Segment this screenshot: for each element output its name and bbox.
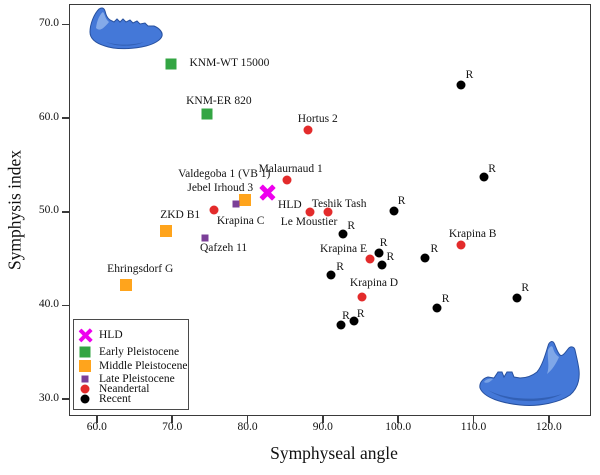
point-label: Le Moustier — [280, 215, 338, 228]
x-axis-tick-label: 100.0 — [385, 421, 412, 433]
point-label: Krapina E — [320, 242, 368, 255]
x-axis-tick — [96, 416, 98, 423]
point-krapina-e — [365, 254, 375, 264]
y-axis-tick-label: 40.0 — [38, 298, 59, 310]
point-krapina-b — [456, 240, 466, 250]
x-axis-tick — [171, 416, 173, 423]
point-label: R — [342, 310, 350, 323]
point-label: Valdegoba 1 (VB 1) — [178, 168, 271, 181]
point-label: R — [488, 163, 496, 176]
legend-item-label: HLD — [99, 329, 123, 341]
point-label: KNM-WT 15000 — [189, 56, 270, 69]
point-zkd-b1 — [160, 224, 173, 237]
point-malaurnaud-1 — [282, 175, 292, 185]
x-axis-tick — [322, 416, 324, 423]
x-axis-tick — [548, 416, 550, 423]
point-label: Hortus 2 — [297, 113, 338, 126]
point-label: R — [430, 242, 439, 255]
point-label: Krapina D — [349, 277, 399, 290]
x-axis-tick-label: 90.0 — [312, 421, 333, 433]
point-recent — [479, 172, 489, 182]
point-label: R — [356, 308, 365, 321]
point-valdegoba-1-vb-1- — [232, 200, 240, 208]
y-axis-tick — [62, 211, 69, 213]
point-knm-er-820 — [201, 108, 213, 120]
point-recent — [456, 80, 466, 90]
point-label: Krapina C — [216, 215, 265, 227]
y-axis-tick-label: 70.0 — [38, 17, 59, 30]
point-label: R — [397, 194, 406, 207]
point-knm-wt-15000 — [165, 58, 177, 70]
legend-item-label: Late Pleistocene — [99, 372, 175, 385]
point-label: R — [465, 69, 474, 82]
y-axis-title: Symphysis index — [4, 149, 25, 271]
legend-item-label: Middle Pleistocene — [99, 360, 188, 372]
y-axis-tick — [62, 304, 69, 307]
x-axis-tick-label: 60.0 — [86, 421, 107, 433]
point-ehringsdorf-g — [120, 278, 133, 291]
y-axis-tick — [62, 117, 69, 120]
mandible-image-top-left — [89, 7, 163, 50]
point-hld — [259, 184, 276, 201]
mandible-image-bottom-right — [479, 341, 580, 406]
point-qafzeh-11 — [201, 234, 209, 242]
x-axis-tick-label: 120.0 — [535, 421, 562, 433]
point-label: Jebel Irhoud 3 — [187, 181, 254, 194]
point-label: Qafzeh 11 — [200, 242, 248, 255]
y-axis-tick-label: 50.0 — [38, 204, 59, 217]
point-teshik-tash — [323, 207, 333, 217]
point-label: Teshik Tash — [311, 197, 367, 210]
point-krapina-d — [357, 292, 367, 302]
point-label: R — [521, 282, 530, 295]
point-label: R — [336, 260, 344, 273]
y-axis-tick-label: 60.0 — [38, 110, 59, 123]
point-label: ZKD B1 — [160, 208, 201, 221]
point-label: R — [379, 237, 388, 250]
point-recent — [338, 229, 348, 239]
point-label: R — [347, 220, 356, 233]
y-axis-tick — [62, 23, 69, 26]
x-axis-tick — [472, 416, 475, 423]
x-axis-tick — [246, 416, 249, 423]
point-recent — [420, 253, 430, 263]
point-recent — [389, 206, 399, 216]
point-recent — [512, 293, 522, 303]
y-axis-tick-label: 30.0 — [38, 391, 59, 404]
point-label: R — [386, 251, 395, 264]
x-axis-tick — [397, 416, 399, 423]
point-label: KNM-ER 820 — [186, 95, 252, 108]
point-krapina-c — [209, 205, 219, 215]
point-recent — [326, 270, 336, 280]
point-hortus-2 — [303, 125, 313, 135]
point-label: Krapina B — [448, 227, 497, 240]
point-recent — [336, 320, 346, 330]
point-label: Ehringsdorf G — [107, 262, 174, 275]
point-label: Malaurnaud 1 — [258, 163, 323, 176]
y-axis-tick — [62, 398, 69, 400]
point-label: R — [441, 293, 450, 306]
point-le-moustier — [305, 207, 315, 217]
point-jebel-irhoud-3 — [239, 193, 252, 206]
x-axis-tick-label: 110.0 — [460, 421, 487, 433]
point-recent — [432, 303, 442, 313]
legend: HLD Early Pleistocene Middle Pleistocene La… — [73, 319, 189, 410]
legend-item-label: Neandertal — [99, 383, 150, 395]
point-recent — [377, 260, 387, 270]
x-axis-tick-label: 70.0 — [162, 421, 183, 433]
x-axis-tick-label: 80.0 — [237, 421, 258, 433]
legend-item-label: Recent — [99, 393, 131, 405]
legend-item-label: Early Pleistocene — [99, 346, 180, 358]
x-axis-title: Symphyseal angle — [270, 443, 398, 463]
point-label: HLD — [278, 199, 302, 212]
point-recent — [349, 316, 359, 326]
point-recent — [374, 248, 384, 258]
